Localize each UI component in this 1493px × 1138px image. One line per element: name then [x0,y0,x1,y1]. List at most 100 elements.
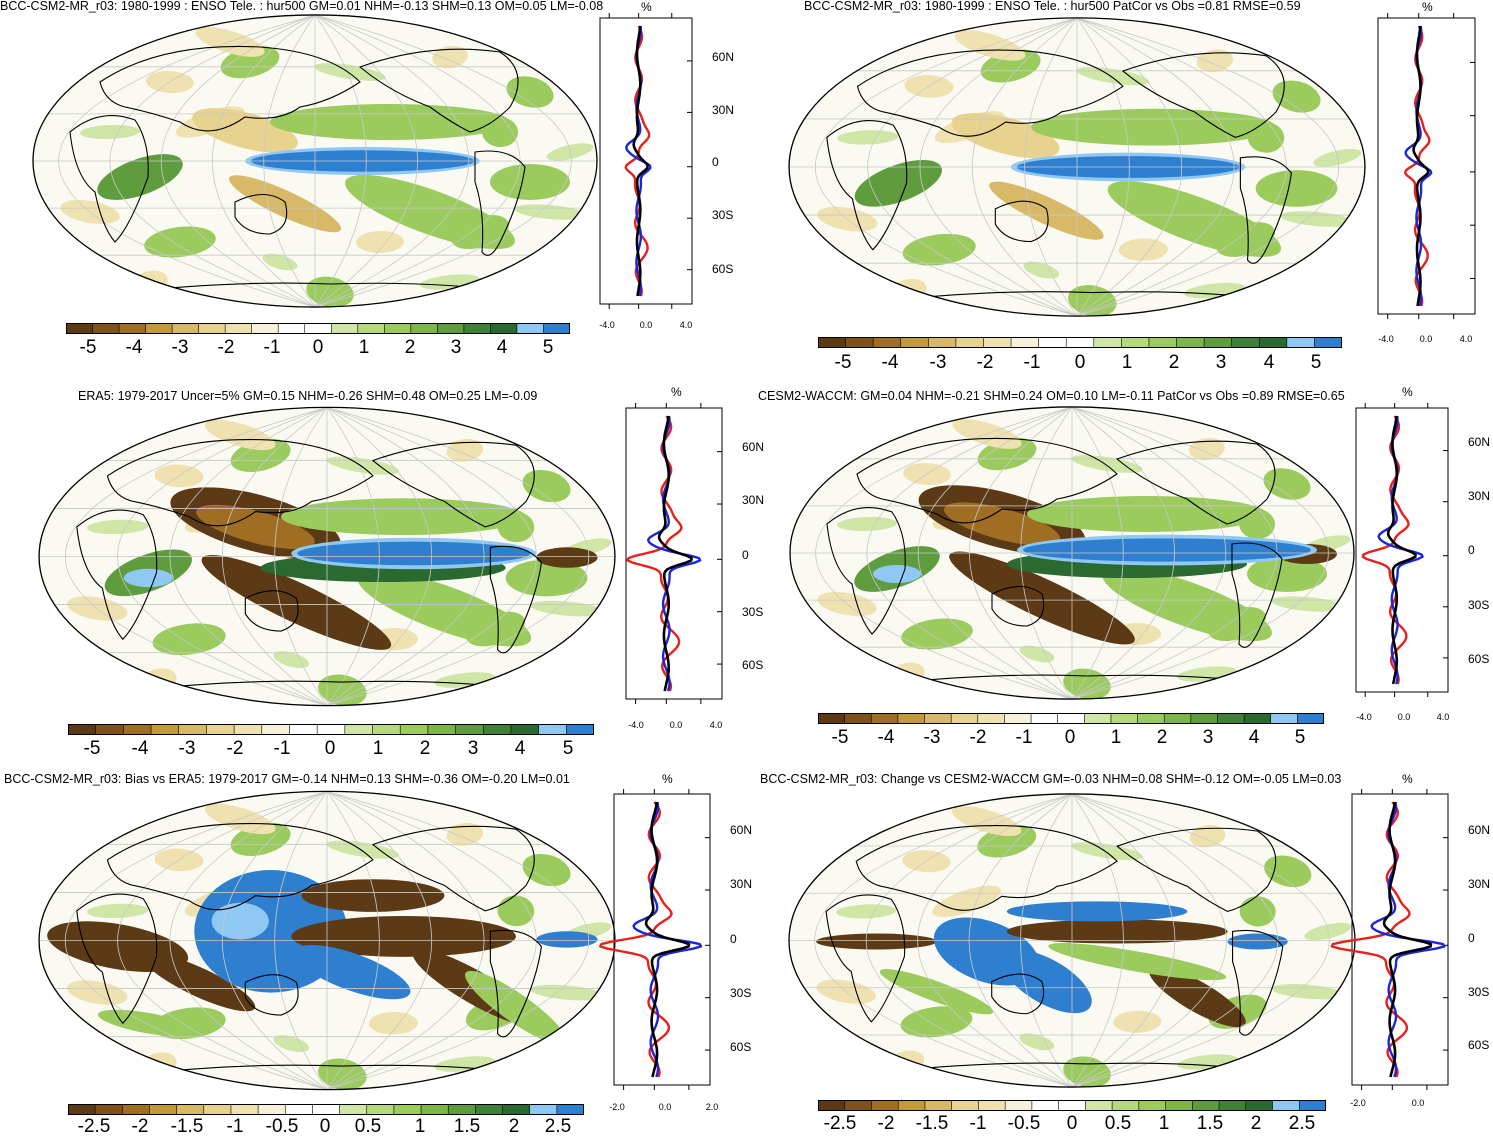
colorbar-swatch [122,1104,151,1115]
field-anomaly [201,554,392,650]
colorbar-swatch [145,323,173,334]
colorbar [818,1100,1326,1111]
colorbar-swatch [844,713,872,724]
colorbar-swatch [1038,337,1067,348]
field-anomaly [345,174,515,250]
field-anomaly [208,118,282,146]
field-anomaly [1149,966,1246,1028]
lat-label-30s: 30S [730,986,752,1000]
profile-frame [599,17,693,305]
colorbar-swatch [95,724,124,735]
x-tick-zero: 0.0 [1397,712,1411,722]
profile-frame [1377,17,1476,315]
colorbar-labels: -2.5 -2 -1.5 -1 -0.5 0 0.5 1 1.5 2 2.5 [77,1116,572,1137]
colorbar [66,323,570,334]
colorbar-swatch [951,1100,980,1111]
colorbar-swatch [897,713,926,724]
field-anomaly [294,944,411,1000]
lat-label-30n: 30N [712,103,735,117]
map-border [788,17,1366,317]
colorbar-swatch [955,337,985,348]
colorbar-swatch [1270,713,1298,724]
field-anomaly [326,840,400,859]
lat-label-30n: 30N [1468,489,1491,503]
colorbar-swatch [871,1100,899,1111]
colorbar-swatch [257,1104,286,1115]
colorbar-swatch [1138,1100,1167,1111]
colorbar-swatch [1258,337,1288,348]
field-anomaly [1068,285,1117,317]
graticule [789,17,1365,317]
colorbar-swatch [872,337,902,348]
field-anomaly [1023,538,1311,562]
x-tick-pos: 4.0 [1436,712,1450,722]
field-anomaly [1019,645,1055,663]
zonal-mean-profile [625,403,723,704]
zonal-mean-profile [1355,403,1449,697]
colorbar-swatch [171,323,200,334]
field-anomaly [505,559,588,597]
field-anomaly [270,104,510,140]
field-anomaly [80,124,140,140]
field-anomaly [98,1009,199,1037]
colorbar-swatch [1203,337,1233,348]
world-map [38,790,616,1091]
profile-unit-label: % [1402,385,1413,399]
field-anomaly [949,551,1135,645]
colorbar-swatch [1121,337,1150,348]
lat-label-30s: 30S [712,208,734,222]
x-tick-neg: -4.0 [1356,712,1372,722]
colorbar-swatch [149,1104,178,1115]
x-tick-zero: 0.0 [669,720,683,730]
colorbar-swatch [463,323,492,334]
field-anomaly [368,1011,418,1035]
field-anomaly [79,436,115,455]
field-anomaly [1189,824,1226,848]
colorbar-swatch [372,724,401,735]
colorbar-swatch [1190,713,1219,724]
field-anomaly [1239,896,1276,927]
field-anomaly [72,42,108,62]
colorbar-swatch [897,1100,926,1111]
colorbar-swatch [339,1104,368,1115]
map-border [789,406,1355,700]
profile-frame [613,793,711,1086]
colorbar-swatch [1217,713,1245,724]
map-border [32,14,598,308]
field-anomaly [291,915,516,957]
field-anomaly [1023,261,1060,279]
colorbar-swatch [818,713,846,724]
colorbar-swatch [393,1104,422,1115]
colorbar-swatch [304,323,332,334]
x-tick-neg: -4.0 [599,320,615,330]
colorbar-swatch [123,724,152,735]
colorbar-swatch [366,1104,395,1115]
colorbar-swatch [150,724,180,735]
zonal-mean-profile [599,13,693,309]
field-anomaly [1006,901,1188,922]
lat-label-60n: 60N [712,50,735,64]
colorbar-swatch [1057,713,1085,724]
profile-line-black [644,801,691,1078]
colorbar-swatch [118,323,147,334]
colorbar-swatch [1030,713,1059,724]
profile-unit-label: % [662,772,673,786]
colorbar-swatch [357,323,385,334]
graticule [789,793,1355,1088]
field-anomaly [79,820,115,839]
lat-label-30s: 30S [1468,985,1490,999]
lat-label-eq: 0 [730,932,737,946]
colorbar-swatch [410,323,438,334]
field-anomaly [297,541,531,566]
colorbar-swatch [284,1104,314,1115]
colorbar-swatch [1298,1100,1326,1111]
lat-label-60n: 60N [742,440,765,454]
field-anomaly [143,953,256,1012]
graticule [39,791,615,1090]
profile-unit-label: % [671,385,682,399]
field-anomaly [829,822,864,841]
lat-label-30n: 30N [730,877,753,891]
lat-label-60s: 60S [1468,1038,1490,1052]
colorbar-swatch [924,713,952,724]
field-anomaly [1076,67,1150,86]
